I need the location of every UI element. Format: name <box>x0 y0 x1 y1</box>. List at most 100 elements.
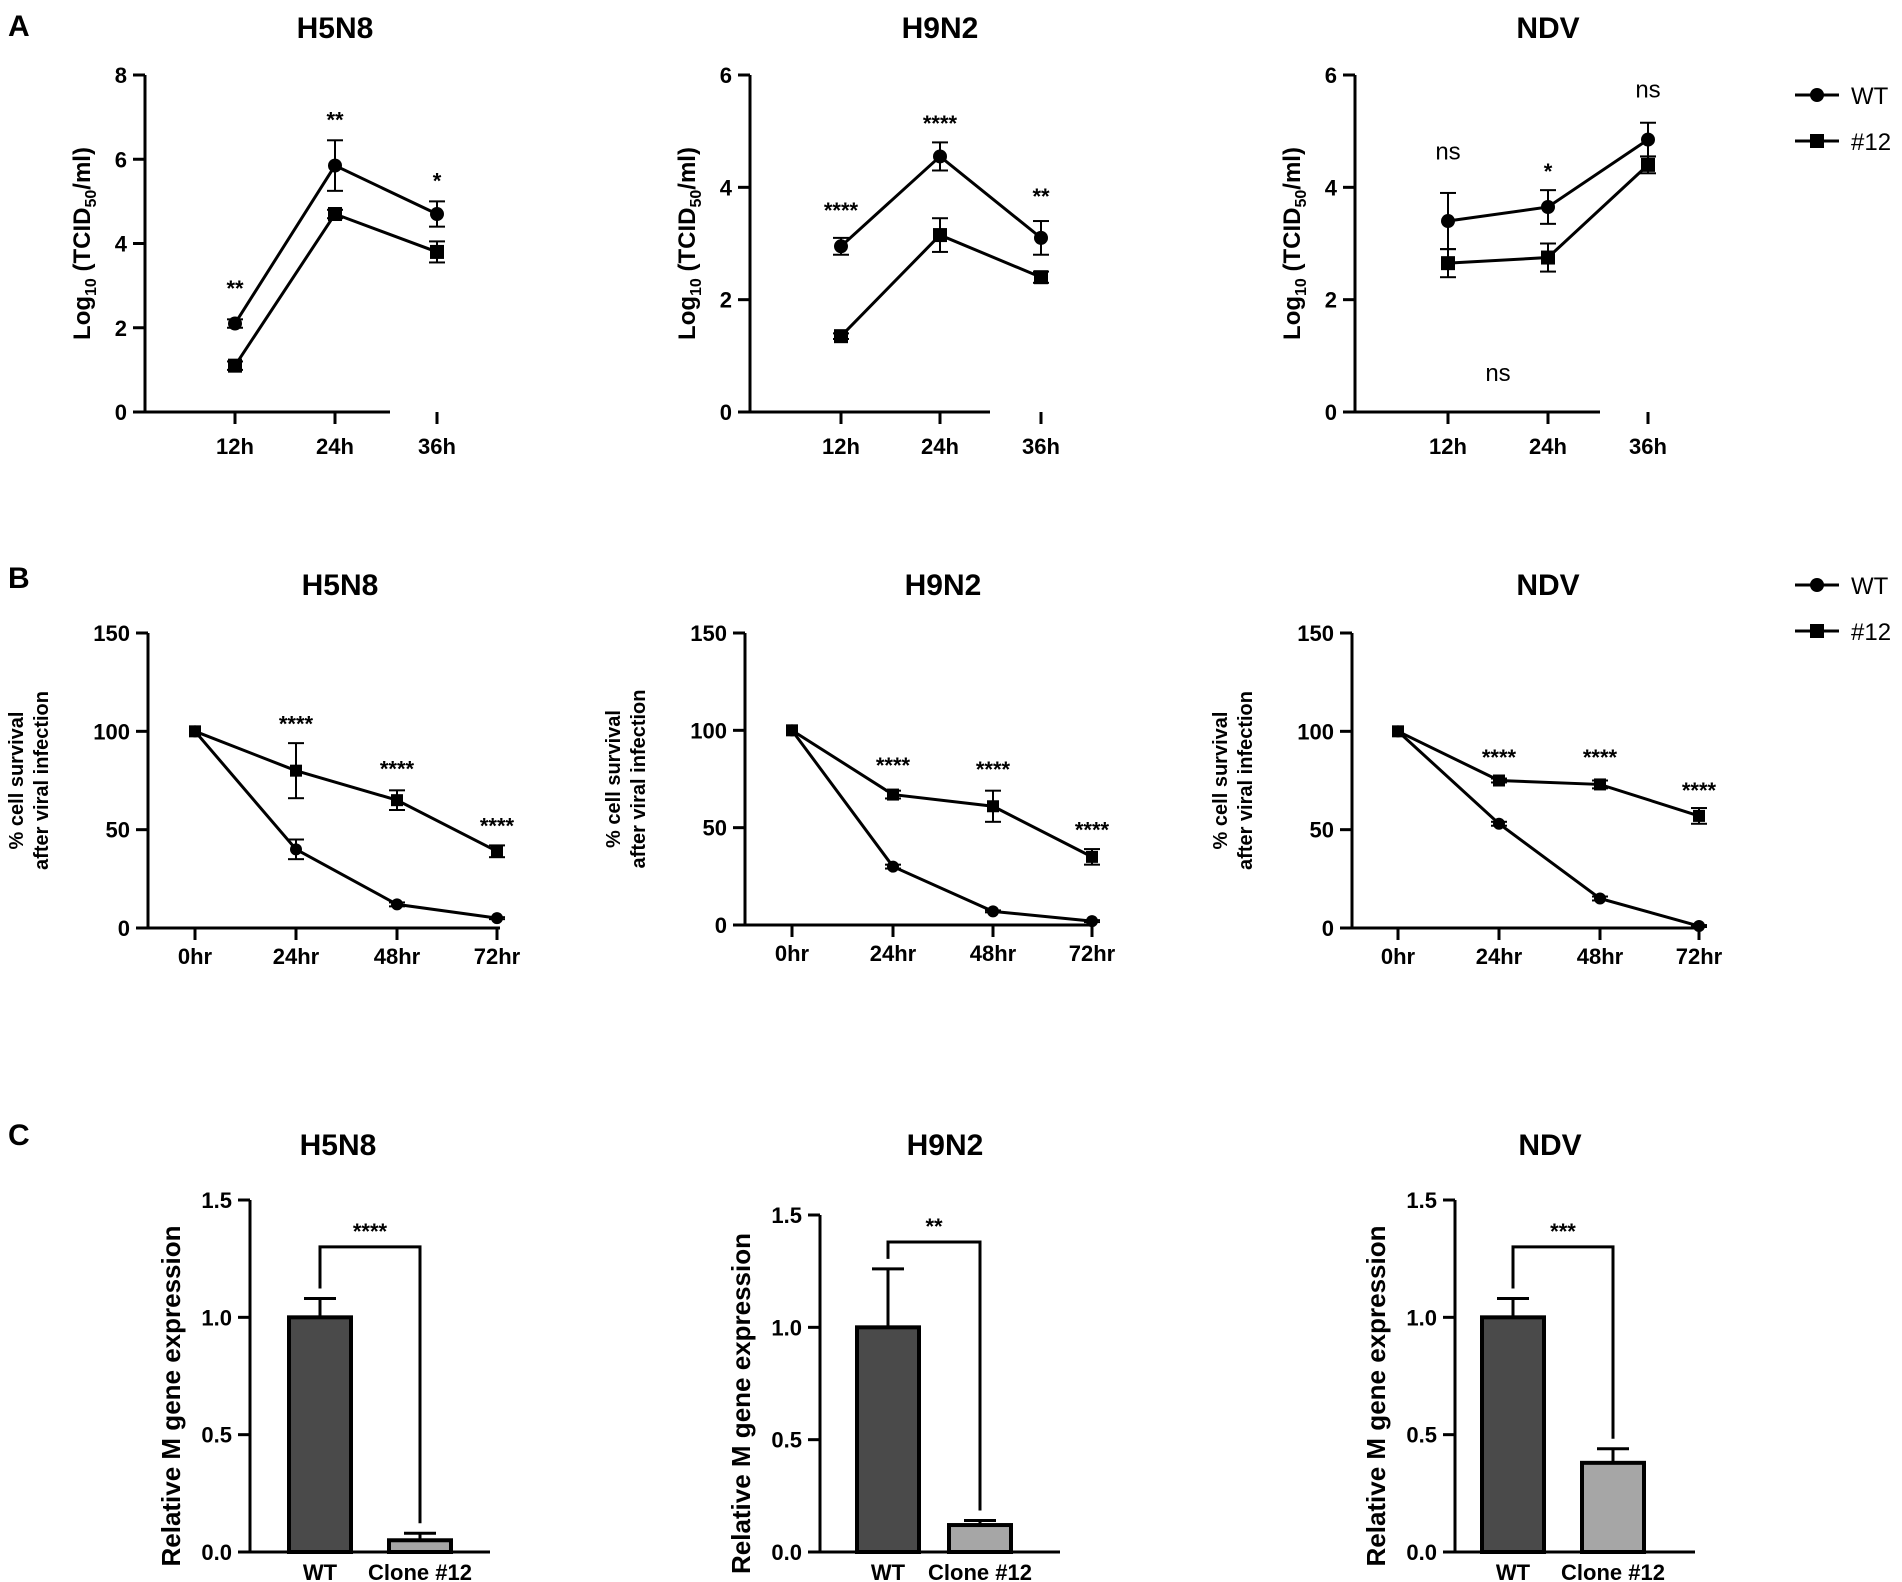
data-point <box>1034 230 1048 245</box>
significance-label: ** <box>925 1214 943 1239</box>
x-tick-label: 0hr <box>178 944 213 969</box>
y-tick-label: 0 <box>115 400 127 425</box>
significance-label: ns <box>1635 76 1660 103</box>
y-axis-label-sub2: 50 <box>1293 190 1310 208</box>
bar-clone12 <box>387 1538 453 1555</box>
bar-clone12 <box>947 1523 1013 1555</box>
chart-b-ndv: NDV 0 50 100 150 0hr 24hr 48hr 72hr % cell surviv… <box>1210 569 1723 969</box>
chart-b-h5n8: H5N8 0 50 100 150 0hr 24hr 48hr 72hr % cell survi… <box>6 569 521 969</box>
legend-marker-circle <box>1810 578 1824 592</box>
significance-label: **** <box>353 1219 388 1244</box>
y-tick-label: 0.5 <box>201 1423 232 1448</box>
y-axis-label-line1: % cell survival <box>603 710 625 848</box>
significance-label: *** <box>1550 1219 1576 1244</box>
y-axis-label-base: Log <box>69 296 96 340</box>
y-axis-label-line2: after viral infection <box>628 690 650 869</box>
x-tick-label: 72hr <box>1676 944 1723 969</box>
data-point <box>328 207 342 222</box>
significance-label: **** <box>1583 745 1618 770</box>
data-point <box>1034 270 1048 285</box>
data-point <box>786 724 798 737</box>
x-tick-label: WT <box>871 1560 906 1582</box>
x-tick-label: 24h <box>1529 434 1567 459</box>
chart-title: H9N2 <box>905 569 982 602</box>
y-tick-label: 150 <box>690 621 727 646</box>
chart-title: H9N2 <box>907 1129 984 1162</box>
chart-title: H5N8 <box>302 569 379 602</box>
legend-marker-square <box>1810 624 1824 638</box>
chart-title: H5N8 <box>300 1129 377 1162</box>
data-point <box>290 843 302 856</box>
legend-marker-square <box>1810 134 1824 148</box>
data-point <box>328 158 342 173</box>
bar-wt <box>855 1325 921 1555</box>
data-point <box>933 149 947 164</box>
data-point <box>430 244 444 259</box>
significance-label: **** <box>279 711 314 736</box>
legend-label: WT <box>1851 573 1889 600</box>
panel-letter-b: B <box>8 562 30 595</box>
x-tick-label: 48hr <box>374 944 421 969</box>
x-tick-label: 24h <box>921 434 959 459</box>
series-line-clone12 <box>233 212 438 367</box>
y-axis-label-sub1: 10 <box>688 278 705 296</box>
x-tick-label: Clone #12 <box>368 1560 472 1582</box>
y-tick-label: 150 <box>1297 621 1334 646</box>
data-point <box>391 898 403 911</box>
legend-label: WT <box>1851 83 1889 110</box>
legend-marker-circle <box>1810 88 1824 102</box>
data-point <box>987 905 999 918</box>
y-axis-label-end: /ml) <box>1279 147 1306 190</box>
bar-wt <box>287 1315 353 1555</box>
chart-title: NDV <box>1516 12 1579 45</box>
y-axis-label-sub2: 50 <box>83 190 100 208</box>
y-tick-label: 0.0 <box>771 1540 802 1565</box>
x-tick-label: WT <box>303 1560 338 1582</box>
x-tick-label: 0hr <box>775 941 810 966</box>
y-tick-label: 1.0 <box>201 1305 232 1330</box>
x-tick-label: 24hr <box>273 944 320 969</box>
significance-label: **** <box>1482 745 1517 770</box>
y-tick-label: 4 <box>1325 175 1338 200</box>
y-axis-label-base: Log <box>1279 296 1306 340</box>
x-tick-label: 48hr <box>1577 944 1624 969</box>
y-tick-label: 6 <box>115 147 127 172</box>
chart-title: H5N8 <box>297 12 374 45</box>
data-point <box>491 845 503 858</box>
y-tick-label: 1.0 <box>1406 1305 1437 1330</box>
significance-label: ** <box>326 108 344 133</box>
data-point <box>1441 256 1455 271</box>
y-tick-label: 50 <box>1310 818 1334 843</box>
x-tick-label: Clone #12 <box>928 1560 1032 1582</box>
y-axis-label-mid: (TCID <box>69 208 96 279</box>
chart-c-ndv: NDV 0.0 0.5 1.0 1.5 WT Clone #12 Relative M gen… <box>1361 1129 1695 1582</box>
data-point <box>1086 915 1098 928</box>
y-axis-label-base: Log <box>674 296 701 340</box>
y-tick-label: 0.0 <box>201 1540 232 1565</box>
significance-label: ** <box>226 276 244 301</box>
data-point <box>391 794 403 807</box>
x-tick-label: 12h <box>216 434 254 459</box>
x-tick-label: 36h <box>1022 434 1060 459</box>
y-tick-label: 1.0 <box>771 1315 802 1340</box>
data-point <box>1693 920 1705 933</box>
significance-label: **** <box>824 198 859 223</box>
x-tick-label: 0hr <box>1381 944 1416 969</box>
data-point <box>1392 725 1404 738</box>
significance-label: **** <box>876 753 911 778</box>
y-axis-label-line1: % cell survival <box>6 712 28 850</box>
y-axis-label: Log10 (TCID50/ml) <box>69 147 100 340</box>
x-tick-label: Clone #12 <box>1561 1560 1665 1582</box>
y-tick-label: 4 <box>720 175 733 200</box>
significance-label: ns <box>1485 360 1510 387</box>
x-tick-label: 12h <box>1429 434 1467 459</box>
y-tick-label: 100 <box>1297 719 1334 744</box>
significance-bracket <box>318 1245 422 1524</box>
data-point <box>1594 778 1606 791</box>
y-tick-label: 8 <box>115 63 127 88</box>
x-tick-label: 48hr <box>970 941 1017 966</box>
significance-bracket <box>886 1240 982 1511</box>
x-tick-label: 24h <box>316 434 354 459</box>
